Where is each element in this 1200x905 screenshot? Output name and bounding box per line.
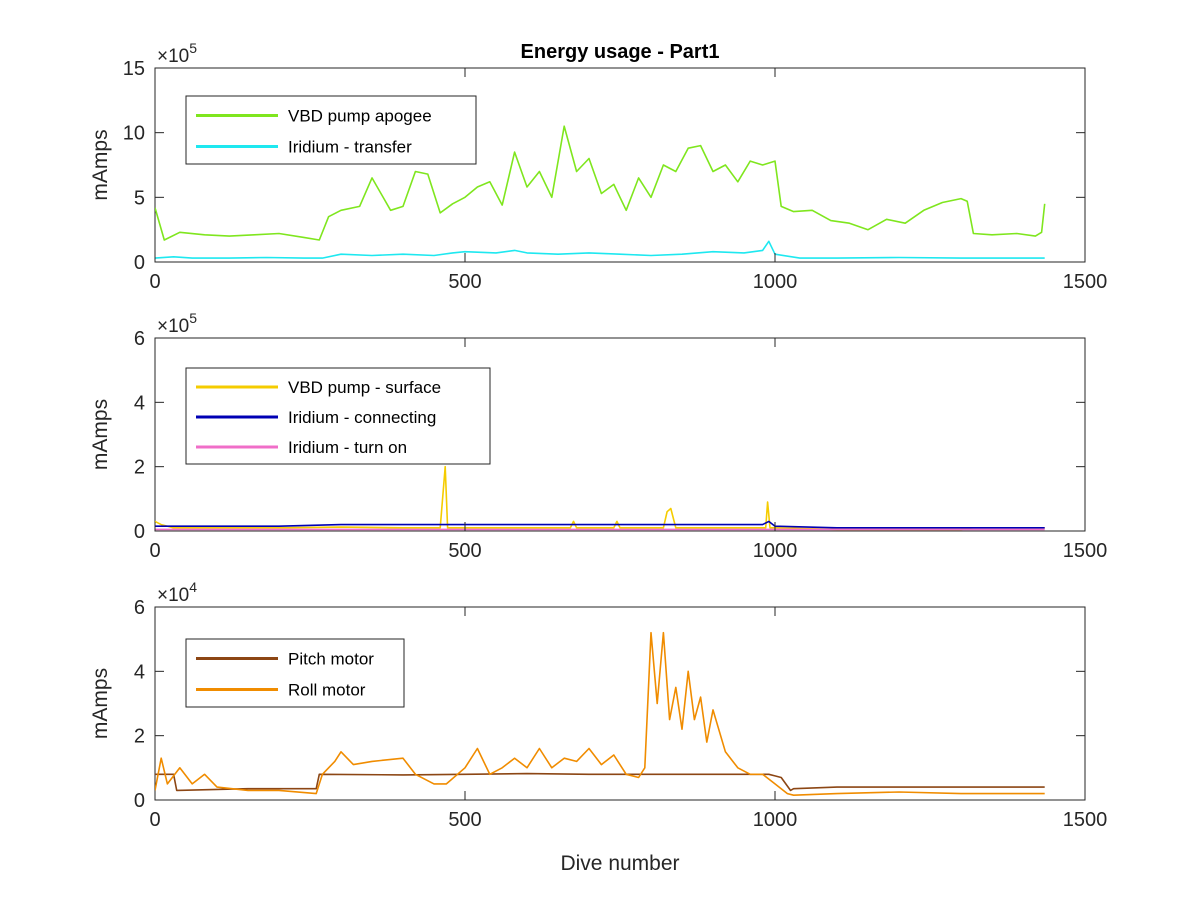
legend-box	[185, 95, 477, 165]
x-tick-label: 500	[448, 809, 481, 831]
y-axis-label: mAmps	[89, 668, 112, 739]
y-tick-label: 0	[134, 790, 145, 812]
series-group	[155, 631, 1045, 797]
y-tick-label: 6	[134, 328, 145, 350]
x-tick-label: 0	[149, 540, 160, 562]
series-group	[155, 125, 1046, 259]
y-multiplier: ×10	[157, 585, 189, 606]
legend-entry-label: VBD pump apogee	[288, 107, 432, 126]
x-tick-label: 500	[448, 540, 481, 562]
y-exponent-label: ×105	[157, 310, 197, 337]
x-tick-label: 0	[149, 809, 160, 831]
legend-entry-label: Iridium - turn on	[288, 438, 407, 457]
series-line-1-2	[155, 240, 1045, 259]
x-tick-label: 1500	[1063, 540, 1108, 562]
legend-entry-label: Iridium - connecting	[288, 408, 436, 427]
y-tick-label: 2	[134, 457, 145, 479]
legend-entry-label: Iridium - transfer	[288, 138, 412, 157]
x-tick-label: 500	[448, 271, 481, 293]
y-tick-label: 4	[134, 392, 145, 414]
series-line-3-1	[155, 772, 1045, 792]
y-multiplier: ×10	[157, 46, 189, 67]
series-line-2-2	[155, 520, 1045, 529]
y-exponent: 4	[189, 579, 197, 595]
legend: VBD pump - surface Iridium - connecting Ir…	[185, 367, 491, 465]
y-tick-label: 2	[134, 726, 145, 748]
x-tick-label: 1500	[1063, 809, 1108, 831]
y-multiplier: ×10	[157, 316, 189, 337]
y-tick-label: 0	[134, 521, 145, 543]
legend-box	[185, 638, 405, 708]
series-line-1-1	[155, 125, 1046, 241]
x-axis-label: Dive number	[560, 852, 679, 875]
y-exponent: 5	[189, 40, 197, 56]
x-tick-label: 1500	[1063, 271, 1108, 293]
legend: VBD pump apogee Iridium - transfer	[185, 95, 477, 165]
x-tick-label: 1000	[753, 271, 798, 293]
y-tick-label: 10	[123, 123, 145, 145]
y-exponent-label: ×104	[157, 579, 197, 606]
chart-title: Energy usage - Part1	[521, 41, 720, 63]
legend-entry-label: VBD pump - surface	[288, 378, 441, 397]
y-tick-label: 15	[123, 58, 145, 80]
series-group	[155, 465, 1045, 531]
y-axis-label: mAmps	[89, 129, 112, 200]
legend: Pitch motor Roll motor	[185, 638, 405, 708]
y-tick-label: 4	[134, 661, 145, 683]
series-line-3-2	[155, 631, 1045, 797]
x-tick-label: 1000	[753, 540, 798, 562]
y-axis-label: mAmps	[89, 399, 112, 470]
y-exponent: 5	[189, 310, 197, 326]
y-exponent-label: ×105	[157, 40, 197, 67]
subplot-2: 0 500 1000 1500 0 2 4 6 ×105 mAmps VBD pump - surf…	[89, 310, 1107, 562]
y-tick-label: 6	[134, 597, 145, 619]
y-tick-label: 5	[134, 187, 145, 209]
x-tick-label: 1000	[753, 809, 798, 831]
legend-entry-label: Roll motor	[288, 681, 366, 700]
y-tick-label: 0	[134, 252, 145, 274]
legend-entry-label: Pitch motor	[288, 650, 374, 669]
x-tick-label: 0	[149, 271, 160, 293]
